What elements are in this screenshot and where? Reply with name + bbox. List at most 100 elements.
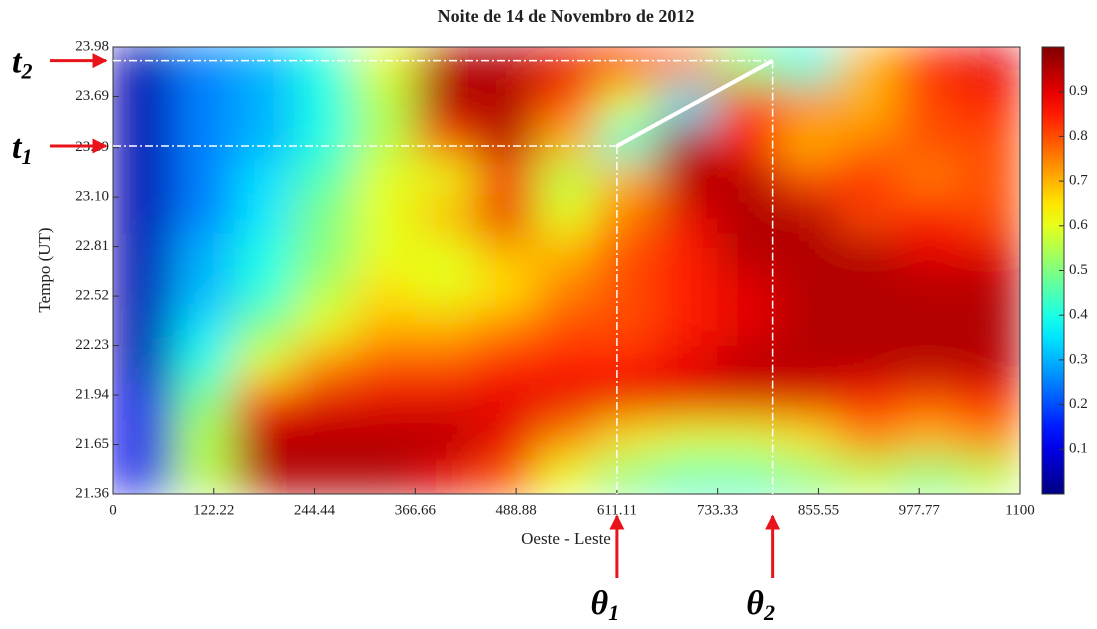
heatmap-cell (233, 232, 295, 271)
heatmap-cell (475, 84, 537, 123)
heatmap-cell (535, 232, 598, 271)
angle-marker-subscript: 1 (608, 600, 619, 625)
heatmap-cell (354, 47, 417, 86)
heatmap-cell (233, 84, 295, 123)
heatmap-cell (172, 455, 235, 494)
heatmap-cell (475, 345, 537, 384)
heatmap-cell (354, 418, 417, 457)
heatmap-cell (596, 194, 658, 234)
y-axis-label: Tempo (UT) (35, 227, 54, 312)
heatmap-cell (596, 418, 658, 457)
heatmap-cell (172, 307, 235, 347)
heatmap-cell (656, 159, 718, 196)
heatmap-cell (596, 455, 658, 494)
heatmap-cell (838, 345, 900, 384)
heatmap-cell (475, 382, 537, 420)
heatmap-cell (415, 47, 477, 86)
heatmap-cell (898, 307, 961, 347)
heatmap-cell (716, 121, 779, 161)
heatmap-cell (898, 345, 961, 384)
heatmap-cell (838, 194, 900, 234)
heatmap-cell (716, 270, 779, 309)
heatmap-cell (172, 232, 235, 271)
heatmap-cell (293, 84, 356, 123)
heatmap-cell (415, 382, 477, 420)
heatmap-cell (233, 194, 295, 234)
heatmap-cell (596, 232, 658, 271)
heatmap-cell (959, 307, 1020, 347)
heatmap-cell (415, 345, 477, 384)
heatmap-cell (415, 418, 477, 457)
time-marker-label: t2 (12, 43, 32, 83)
heatmap-cell (898, 121, 961, 161)
heatmap-cell (898, 84, 961, 123)
time-marker-subscript: 1 (21, 144, 32, 169)
heatmap-cell (959, 418, 1020, 457)
heatmap-cell (656, 121, 718, 161)
heatmap-cell (475, 121, 537, 161)
heatmap-cell (535, 455, 598, 494)
heatmap-cell (293, 194, 356, 234)
heatmap-cell (475, 159, 537, 196)
x-tick-label: 366.66 (395, 502, 437, 518)
angle-marker-label: θ1 (591, 585, 620, 625)
heatmap-cell (959, 455, 1020, 494)
heatmap-cell (716, 84, 779, 123)
colorbar-tick-label: 0.1 (1069, 441, 1088, 457)
heatmap-cell (959, 159, 1020, 196)
heatmap-cell (716, 307, 779, 347)
angle-marker-label: θ2 (746, 585, 775, 625)
y-tick-label: 21.94 (75, 386, 109, 402)
heatmap-cell (838, 382, 900, 420)
heatmap-cells (113, 47, 1020, 494)
heatmap-cell (293, 159, 356, 196)
heatmap-cell (293, 382, 356, 420)
heatmap-cell (535, 121, 598, 161)
heatmap-cell (535, 47, 598, 86)
heatmap-cell (535, 382, 598, 420)
heatmap-cell (233, 270, 295, 309)
heatmap-cell (293, 455, 356, 494)
heatmap-cell (415, 455, 477, 494)
heatmap-cell (838, 121, 900, 161)
heatmap-cell (172, 47, 235, 86)
colorbar-tick-label: 0.5 (1069, 262, 1088, 278)
heatmap-cell (172, 270, 235, 309)
colorbar-tick-label: 0.8 (1069, 128, 1088, 144)
heatmap-cell (233, 345, 295, 384)
heatmap-cell (113, 159, 174, 196)
heatmap-cell (233, 455, 295, 494)
heatmap-cell (716, 47, 779, 86)
heatmap-cell (415, 232, 477, 271)
heatmap-cell (777, 270, 840, 309)
heatmap-cell (716, 418, 779, 457)
heatmap-cell (838, 232, 900, 271)
heatmap-cell (113, 270, 174, 309)
heatmap-cell (113, 84, 174, 123)
heatmap-cell (777, 121, 840, 161)
heatmap-cell (172, 84, 235, 123)
colorbar-tick-label: 0.2 (1069, 396, 1088, 412)
y-tick-label: 22.52 (75, 288, 109, 304)
heatmap-cell (777, 84, 840, 123)
heatmap-cell (777, 455, 840, 494)
time-marker-label: t1 (12, 129, 32, 169)
heatmap-cell (898, 194, 961, 234)
heatmap-cell (656, 232, 718, 271)
heatmap-cell (535, 307, 598, 347)
heatmap-cell (475, 47, 537, 86)
heatmap-cell (898, 455, 961, 494)
x-tick-label: 244.44 (294, 502, 336, 518)
heatmap-cell (959, 382, 1020, 420)
heatmap-cell (777, 345, 840, 384)
heatmap-cell (113, 194, 174, 234)
heatmap-cell (233, 418, 295, 457)
heatmap-cell (535, 194, 598, 234)
heatmap-cell (716, 159, 779, 196)
heatmap-cell (596, 307, 658, 347)
heatmap-cell (415, 307, 477, 347)
heatmap-cell (354, 159, 417, 196)
heatmap-cell (172, 418, 235, 457)
heatmap-cell (898, 418, 961, 457)
heatmap-cell (716, 232, 779, 271)
